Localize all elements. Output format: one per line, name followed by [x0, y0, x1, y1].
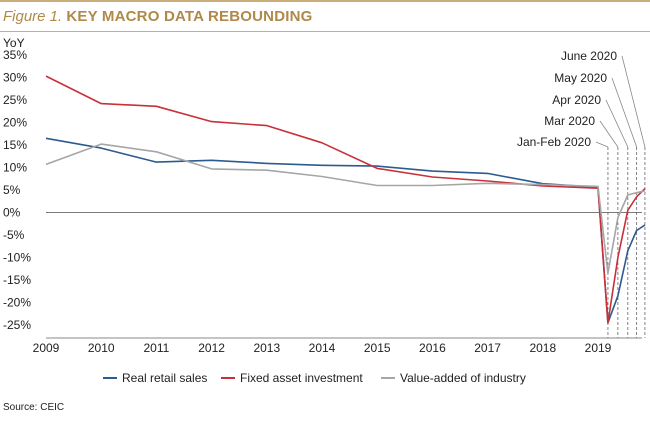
- series-line-2: [45, 75, 646, 324]
- x-tick-label: 2014: [309, 341, 336, 355]
- month-leader-line: [621, 55, 646, 148]
- series-line-3: [45, 143, 646, 275]
- chart-series: [45, 75, 646, 324]
- y-tick-label: -15%: [3, 273, 31, 287]
- x-tick-label: 2009: [33, 341, 60, 355]
- figure-label: Figure 1.: [3, 8, 63, 25]
- y-tick-label: 20%: [3, 116, 27, 130]
- month-annotation-label: June 2020: [561, 49, 617, 63]
- month-annotation-label: Mar 2020: [544, 114, 595, 128]
- y-tick-label: 35%: [3, 48, 27, 62]
- title-rule: [0, 31, 650, 32]
- legend-label: Fixed asset investment: [240, 371, 363, 385]
- y-tick-label: -25%: [3, 318, 31, 332]
- month-leader-line: [595, 141, 609, 148]
- x-tick-label: 2010: [88, 341, 115, 355]
- x-tick-label: 2011: [143, 341, 169, 355]
- month-annotation-label: Jan-Feb 2020: [517, 135, 591, 149]
- y-tick-label: 10%: [3, 161, 27, 175]
- y-axis-label: YoY: [3, 36, 25, 50]
- chart-legend: Real retail sales Fixed asset investment V…: [103, 371, 526, 385]
- x-tick-label: 2013: [253, 341, 280, 355]
- y-tick-label: 15%: [3, 138, 27, 152]
- month-annotation-label: Apr 2020: [552, 93, 601, 107]
- series-line-1: [45, 137, 646, 324]
- y-tick-label: -5%: [3, 228, 25, 242]
- x-tick-label: 2016: [419, 341, 446, 355]
- top-rule: [0, 0, 650, 2]
- figure-heading: KEY MACRO DATA REBOUNDING: [66, 8, 313, 25]
- month-annotation-label: May 2020: [554, 71, 607, 85]
- x-tick-label: 2015: [364, 341, 391, 355]
- month-leader-line: [611, 77, 638, 148]
- y-tick-label: -10%: [3, 251, 31, 265]
- x-tick-label: 2019: [585, 341, 612, 355]
- y-tick-label: 25%: [3, 93, 27, 107]
- x-tick-label: 2018: [529, 341, 556, 355]
- x-tick-label: 2012: [198, 341, 225, 355]
- y-tick-label: 5%: [3, 183, 21, 197]
- y-tick-label: 0%: [3, 206, 21, 220]
- legend-label: Real retail sales: [122, 371, 207, 385]
- legend-label: Value-added of industry: [400, 371, 526, 385]
- month-leader-line: [605, 99, 629, 148]
- y-tick-label: 30%: [3, 71, 27, 85]
- x-tick-label: 2017: [474, 341, 501, 355]
- month-leader-line: [599, 120, 619, 148]
- figure-title: Figure 1. KEY MACRO DATA REBOUNDING: [3, 8, 313, 25]
- chart-annotations: Jan-Feb 2020 Mar 2020 Apr 2020 May 2020 June…: [517, 49, 646, 338]
- y-tick-label: -20%: [3, 296, 31, 310]
- source-note: Source: CEIC: [3, 402, 65, 413]
